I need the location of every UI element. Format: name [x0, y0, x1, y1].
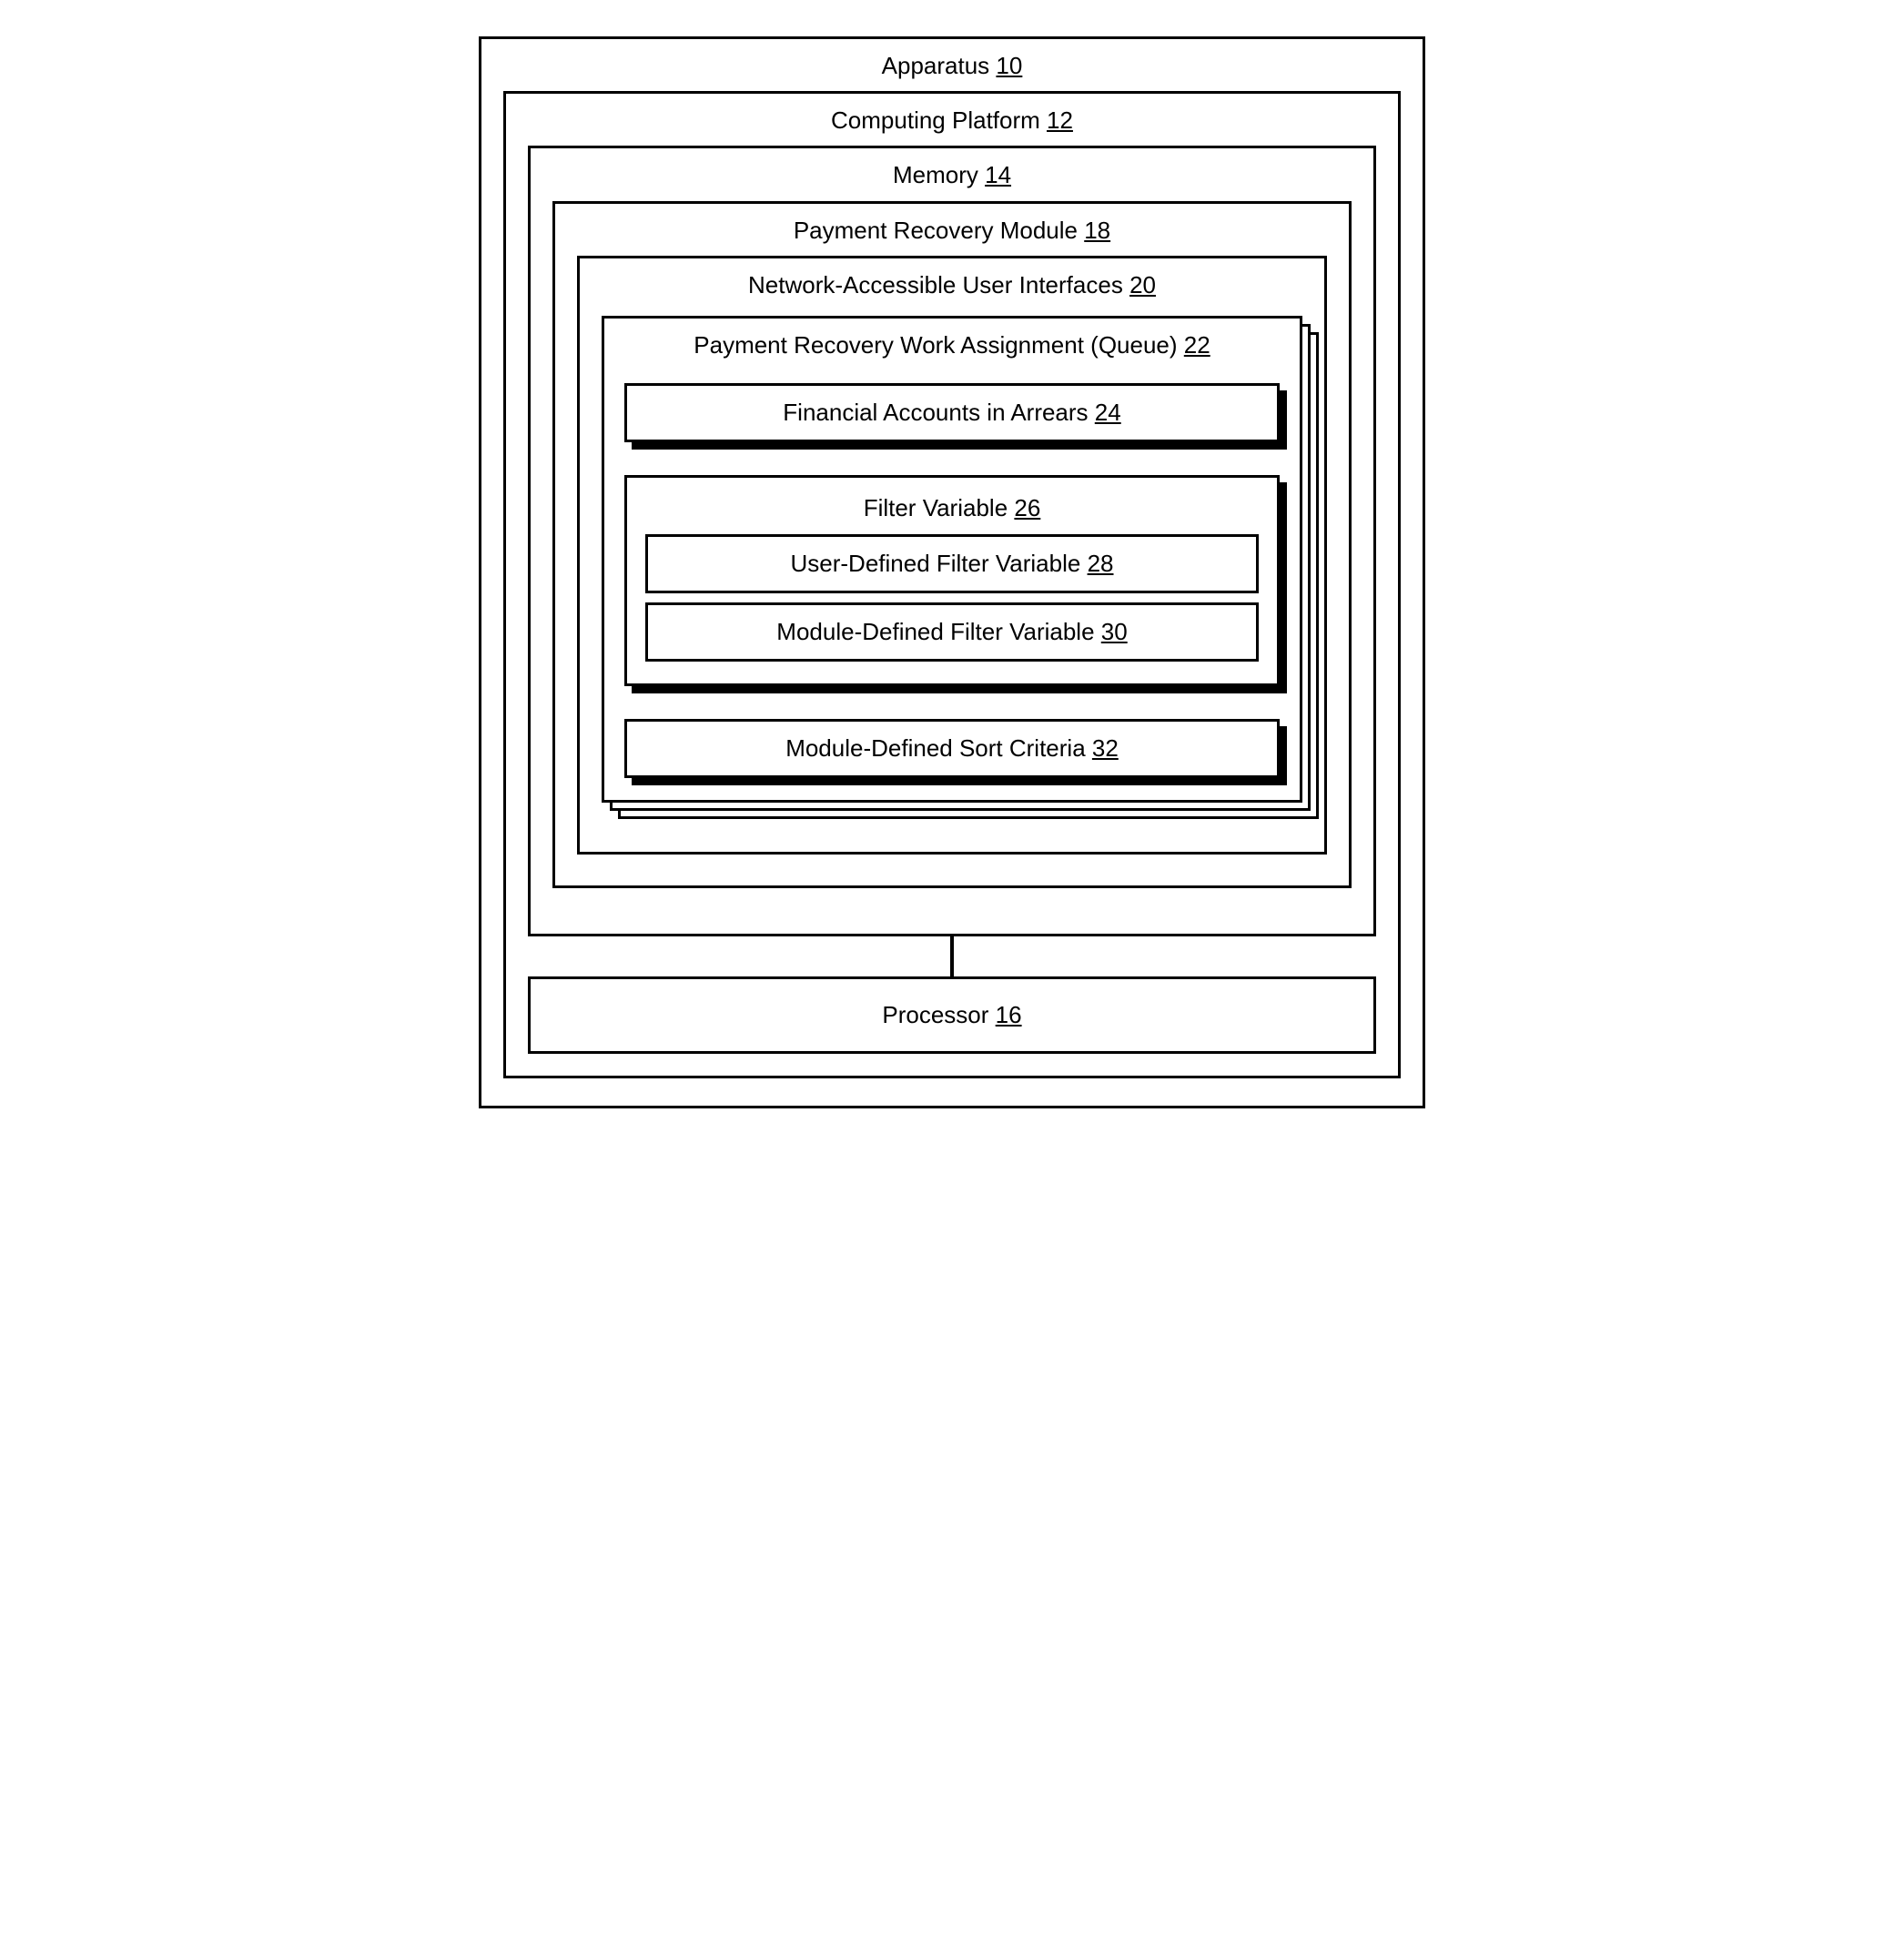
processor-title: Processor 16 — [531, 979, 1373, 1051]
filter-box: Filter Variable 26 User-Defined Filter V… — [624, 475, 1280, 686]
memory-title: Memory 14 — [552, 154, 1352, 197]
payment-recovery-module-label: Payment Recovery Module — [794, 217, 1078, 244]
processor-ref: 16 — [996, 1001, 1022, 1028]
sort-label: Module-Defined Sort Criteria — [785, 734, 1085, 762]
computing-platform-box: Computing Platform 12 Memory 14 Payment … — [503, 91, 1401, 1078]
filter-label: Filter Variable — [864, 494, 1008, 521]
queue-stack: Payment Recovery Work Assignment (Queue)… — [602, 316, 1302, 803]
processor-label: Processor — [882, 1001, 988, 1028]
apparatus-label: Apparatus — [882, 52, 990, 79]
queue-title: Payment Recovery Work Assignment (Queue)… — [624, 324, 1280, 367]
network-ui-box: Network-Accessible User Interfaces 20 Pa… — [577, 256, 1327, 855]
user-filter-box: User-Defined Filter Variable 28 — [645, 534, 1259, 593]
queue-box: Payment Recovery Work Assignment (Queue)… — [602, 316, 1302, 803]
sort-ref: 32 — [1092, 734, 1119, 762]
processor-box: Processor 16 — [528, 976, 1376, 1054]
memory-box: Memory 14 Payment Recovery Module 18 Net… — [528, 146, 1376, 936]
user-filter-label: User-Defined Filter Variable — [790, 550, 1080, 577]
accounts-box: Financial Accounts in Arrears 24 — [624, 383, 1280, 442]
module-filter-label: Module-Defined Filter Variable — [776, 618, 1094, 645]
computing-platform-title: Computing Platform 12 — [528, 99, 1376, 142]
payment-recovery-module-title: Payment Recovery Module 18 — [577, 209, 1327, 252]
sort-wrap: Module-Defined Sort Criteria 32 — [624, 719, 1280, 778]
memory-label: Memory — [893, 161, 978, 188]
apparatus-box: Apparatus 10 Computing Platform 12 Memor… — [479, 36, 1425, 1108]
computing-platform-ref: 12 — [1047, 106, 1073, 134]
filter-ref: 26 — [1014, 494, 1040, 521]
accounts-ref: 24 — [1095, 399, 1121, 426]
payment-recovery-module-box: Payment Recovery Module 18 Network-Acces… — [552, 201, 1352, 889]
memory-processor-connector — [950, 936, 954, 976]
filter-title: Filter Variable 26 — [645, 481, 1259, 524]
apparatus-title: Apparatus 10 — [503, 45, 1401, 87]
sort-box: Module-Defined Sort Criteria 32 — [624, 719, 1280, 778]
sort-title: Module-Defined Sort Criteria 32 — [627, 722, 1277, 775]
queue-ref: 22 — [1184, 331, 1210, 359]
network-ui-label: Network-Accessible User Interfaces — [748, 271, 1123, 298]
queue-label: Payment Recovery Work Assignment (Queue) — [694, 331, 1177, 359]
memory-ref: 14 — [985, 161, 1011, 188]
network-ui-title: Network-Accessible User Interfaces 20 — [602, 264, 1302, 307]
user-filter-ref: 28 — [1088, 550, 1114, 577]
computing-platform-label: Computing Platform — [831, 106, 1040, 134]
apparatus-ref: 10 — [996, 52, 1022, 79]
accounts-label: Financial Accounts in Arrears — [783, 399, 1088, 426]
module-filter-box: Module-Defined Filter Variable 30 — [645, 602, 1259, 662]
diagram-canvas: Apparatus 10 Computing Platform 12 Memor… — [479, 36, 1425, 1108]
accounts-wrap: Financial Accounts in Arrears 24 — [624, 383, 1280, 442]
module-filter-title: Module-Defined Filter Variable 30 — [648, 605, 1256, 659]
module-filter-ref: 30 — [1101, 618, 1128, 645]
accounts-title: Financial Accounts in Arrears 24 — [627, 386, 1277, 440]
payment-recovery-module-ref: 18 — [1084, 217, 1110, 244]
network-ui-ref: 20 — [1129, 271, 1156, 298]
filter-wrap: Filter Variable 26 User-Defined Filter V… — [624, 475, 1280, 686]
user-filter-title: User-Defined Filter Variable 28 — [648, 537, 1256, 591]
